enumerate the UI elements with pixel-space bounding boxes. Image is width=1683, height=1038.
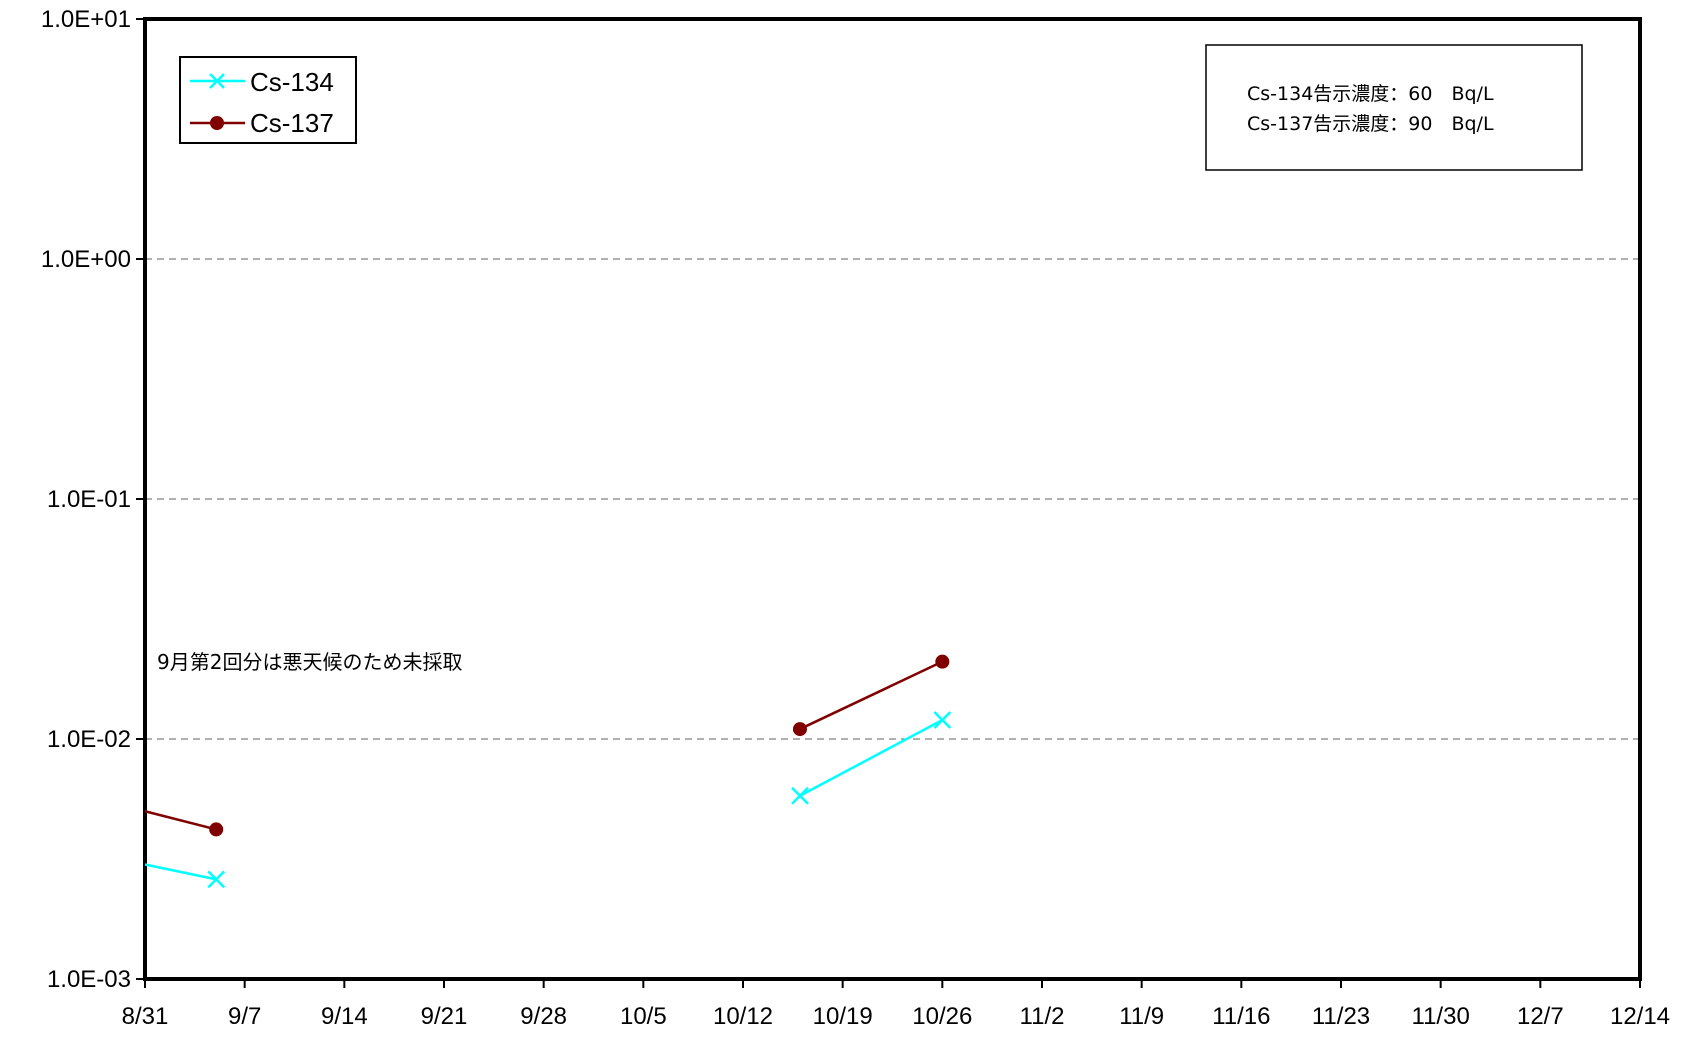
data-point-cs134 — [207, 870, 226, 889]
x-tick-label: 10/26 — [912, 1003, 972, 1030]
series-line-cs137 — [799, 660, 943, 731]
x-tick-label: 9/7 — [228, 1003, 261, 1030]
legend-marker-cs137 — [210, 116, 224, 130]
x-tick-label: 9/21 — [421, 1003, 468, 1030]
x-tick-label: 10/5 — [620, 1003, 667, 1030]
data-point-cs134 — [933, 711, 952, 729]
x-tick-label: 11/2 — [1020, 1003, 1065, 1030]
x-tick-label: 11/30 — [1412, 1003, 1470, 1030]
x-tick-label: 10/19 — [813, 1003, 873, 1030]
data-point-cs134 — [791, 786, 809, 805]
y-axis: 1.0E-03 1.0E-02 1.0E-01 1.0E+00 1.0E+01 — [41, 6, 145, 993]
legend-box — [179, 56, 357, 144]
x-tick-label: 8/31 — [122, 1003, 169, 1030]
y-tick-label: 1.0E+00 — [41, 246, 131, 273]
series-layer — [144, 654, 952, 889]
series-line-cs137 — [144, 810, 217, 831]
x-tick-label: 11/16 — [1212, 1003, 1270, 1030]
x-axis: 8/31 9/7 9/14 9/21 9/28 10/5 10/12 10/19 10/26 11… — [122, 979, 1670, 1030]
x-tick-label: 9/28 — [520, 1003, 567, 1030]
x-tick-label: 12/14 — [1610, 1003, 1670, 1030]
series-line-cs134 — [799, 718, 943, 797]
grid-lines — [145, 258, 1640, 740]
missing-sample-note: 9月第2回分は悪天候のため未採取 — [157, 650, 462, 674]
concentration-limit-box: Cs-134告示濃度：60 Bq/L Cs-137告示濃度：90 Bq/L — [1205, 44, 1583, 171]
y-tick-label: 1.0E-03 — [47, 966, 131, 993]
x-tick-label: 11/9 — [1119, 1003, 1164, 1030]
legend-marker-cs134 — [209, 73, 225, 89]
series-line-cs134 — [144, 863, 217, 881]
y-tick-label: 1.0E-01 — [47, 486, 131, 513]
cs137-limit-text: Cs-137告示濃度：90 Bq/L — [1247, 113, 1494, 135]
data-point-cs137 — [935, 654, 950, 669]
legend: Cs-134 Cs-137 — [179, 56, 357, 144]
data-point-cs137 — [792, 722, 807, 737]
legend-label-cs137: Cs-137 — [250, 108, 334, 138]
x-tick-label: 12/7 — [1517, 1003, 1564, 1030]
legend-label-cs134: Cs-134 — [250, 67, 334, 97]
data-point-cs137 — [209, 822, 224, 837]
concentration-limit-frame — [1205, 44, 1583, 171]
cs134-limit-text: Cs-134告示濃度：60 Bq/L — [1247, 83, 1494, 105]
x-tick-label: 10/12 — [713, 1003, 773, 1030]
x-tick-label: 11/23 — [1312, 1003, 1370, 1030]
y-tick-label: 1.0E-02 — [47, 726, 131, 753]
y-tick-label: 1.0E+01 — [41, 6, 131, 33]
x-tick-label: 9/14 — [321, 1003, 368, 1030]
